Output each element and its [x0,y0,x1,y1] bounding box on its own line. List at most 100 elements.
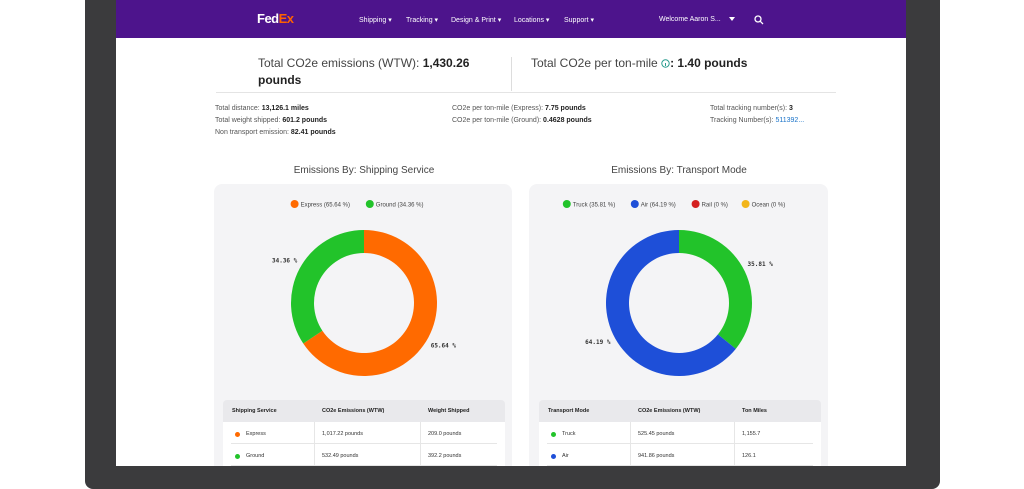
legend-label: Ocean (0 %) [752,203,786,209]
table-cell: 209.0 pounds [428,431,462,437]
legend-swatch [741,200,750,208]
detail-label: Total distance: [215,105,260,112]
table-cell: 941.86 pounds [638,453,675,459]
detail-value: 3 [788,105,793,112]
logo-fed: Fed [257,11,279,26]
detail-row: Total weight shipped: 601.2 pounds [215,117,327,124]
nav-item[interactable]: Design & Print [451,16,501,24]
col-line [420,422,421,466]
detail-label: CO2e per ton-mile (Ground): [452,117,542,124]
separator [216,92,836,93]
row-line [231,465,497,466]
table-body-bg [223,422,505,466]
nav-item[interactable]: Locations [514,16,549,24]
chart-title: Emissions By: Shipping Service [294,165,435,176]
row-dot [235,454,240,459]
emissions-value: 1,430.26 pounds [258,56,470,87]
table-header: Shipping Service [232,408,277,414]
value-label: 34.36 % [272,258,298,265]
table-cell: Express [246,431,266,437]
table-header: Weight Shipped [428,408,470,414]
detail-row: CO2e per ton-mile (Express): 7.75 pounds [452,105,586,112]
row-line [547,443,813,444]
detail-value: 82.41 pounds [290,129,336,136]
legend-label: Air (64.19 %) [641,203,676,209]
table-header-bg [539,400,821,422]
donut-segment [679,230,752,349]
legend-label: Ground (34.36 %) [376,203,424,209]
detail-label: Tracking Number(s): [710,117,774,124]
row-dot [551,454,556,459]
legend-swatch [691,200,700,208]
detail-value[interactable]: 511392... [775,117,805,124]
detail-row: Total tracking number(s): 3 [710,105,793,112]
table-header: CO2e Emissions (WTW) [638,408,701,414]
row-line [547,465,813,466]
per-ton-label: Total CO2e per ton-mile [531,56,658,70]
detail-value: 0.4628 pounds [543,117,592,124]
nav-item[interactable]: Shipping [359,16,392,24]
detail-value: 601.2 pounds [282,117,328,124]
divider [511,57,512,91]
table-cell: Ground [246,453,265,459]
table-cell: Truck [562,431,576,437]
nav-item[interactable]: Tracking [406,16,438,24]
charts: Emissions By: Shipping Service Express (6… [272,165,786,376]
table-body-bg [539,422,821,466]
value-label: 65.64 % [431,342,457,349]
value-label: 35.81 % [748,261,774,268]
info-icon[interactable] [661,59,670,68]
per-ton-value: : 1.40 pounds [670,56,748,70]
emissions-label: Total CO2e emissions (WTW): [258,56,420,70]
table-header: Transport Mode [548,408,590,414]
logo[interactable]: FedEx [257,11,294,26]
table-cell: 1,017.22 pounds [322,431,363,437]
detail-label: Total tracking number(s): [710,105,788,112]
logo-ex: Ex [278,11,294,26]
chart-title: Emissions By: Transport Mode [611,165,747,176]
row-dot [235,432,240,437]
col-line [630,422,631,466]
nav-item[interactable]: Support [564,16,594,24]
col-line [314,422,315,466]
legend-label: Truck (35.81 %) [573,203,615,209]
detail-row: Non transport emission: 82.41 pounds [215,129,336,136]
table-header-bg [223,400,505,422]
screen: FedEx Shipping Tracking Design & Print L… [116,0,906,466]
legend-label: Express (65.64 %) [301,203,350,209]
detail-label: Total weight shipped: [215,117,281,124]
row-dot [551,432,556,437]
detail-value: 7.75 pounds [544,105,586,112]
dropdown-caret[interactable] [729,17,735,21]
detail-row: Total distance: 13,126.1 miles [215,105,309,112]
donut-segment [605,230,736,376]
table-cell: 392.2 pounds [428,453,462,459]
donut-segment [303,230,438,376]
legend-swatch [630,200,639,208]
detail-row: CO2e per ton-mile (Ground): 0.4628 pound… [452,117,592,124]
table-cell: 532.49 pounds [322,453,359,459]
welcome[interactable]: Welcome Aaron S... [659,16,721,23]
value-label: 64.19 % [585,339,611,346]
nav-bar: FedEx Shipping Tracking Design & Print L… [116,0,906,38]
table-header: CO2e Emissions (WTW) [322,408,385,414]
legend-swatch [562,200,571,208]
donut-segment [291,230,364,344]
table-cell: 1,155.7 [742,431,761,437]
col-line [734,422,735,466]
legend-swatch [290,200,299,208]
detail-label: Non transport emission: [215,129,289,136]
table-header: Ton Miles [742,408,767,414]
legend-label: Rail (0 %) [702,203,728,209]
row-line [231,443,497,444]
detail-value: 13,126.1 miles [261,105,309,112]
total-emissions: Total CO2e emissions (WTW): 1,430.26 pou… [258,55,498,89]
table-cell: Air [562,453,569,459]
table-cell: 525.45 pounds [638,431,675,437]
table-cell: 126.1 [742,453,756,459]
search-icon[interactable] [754,15,764,25]
detail-row: Tracking Number(s): 511392... [710,117,804,124]
legend-swatch [365,200,374,208]
per-ton-mile: Total CO2e per ton-mile : 1.40 pounds [531,55,747,72]
